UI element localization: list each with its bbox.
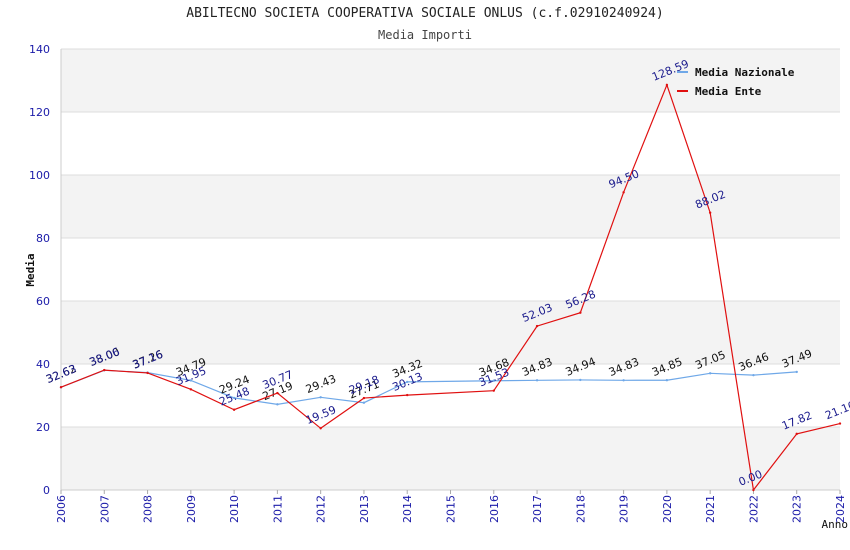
data-point [406,393,409,397]
x-tick-label: 2024 [834,495,847,523]
x-tick-label: 2017 [531,495,544,523]
x-tick-label: 2019 [618,495,631,523]
data-point [406,380,409,384]
data-point [492,379,495,382]
x-tick-label: 2011 [271,495,284,523]
data-point [319,427,322,430]
y-axis-title: Media [24,253,37,286]
data-point [708,372,712,375]
data-point [103,368,106,372]
grid-band [61,175,840,238]
data-point [276,403,279,406]
x-tick-label: 2008 [142,495,155,523]
data-point [362,396,366,400]
y-tick-label: 0 [43,484,50,497]
data-point [622,379,625,382]
legend-label: Media Ente [695,85,762,98]
x-tick-label: 2014 [401,495,414,523]
data-point [579,378,582,382]
data-point [59,386,63,389]
x-tick-label: 2015 [445,495,458,523]
data-point [492,389,495,392]
data-label: 21.10 [823,398,850,422]
data-point [362,401,366,404]
x-tick-label: 2023 [791,495,804,523]
data-point [319,396,322,399]
grid-band [61,427,840,490]
y-tick-label: 120 [29,106,50,119]
x-tick-label: 2020 [661,495,674,523]
data-label: 29.43 [304,372,338,396]
legend-label: Media Nazionale [695,66,795,79]
data-point [622,191,625,194]
data-point [752,488,755,492]
data-point [795,432,798,436]
data-point [579,311,582,314]
data-point [708,211,712,214]
x-tick-label: 2016 [488,495,501,523]
series-line-media-nazionale [60,369,797,405]
y-tick-label: 40 [36,358,50,371]
legend: Media Nazionale Media Ente [677,66,795,98]
y-tick-label: 140 [29,43,50,56]
x-tick-label: 2010 [228,495,241,523]
x-tick-label: 2012 [315,495,328,523]
y-tick-label: 100 [29,169,50,182]
data-point [189,379,193,382]
chart-subtitle: Media Importi [378,28,472,42]
series-line-media-ente [60,83,841,492]
grid-band [61,301,840,364]
data-point [232,396,236,400]
data-point [189,388,193,391]
data-point [665,83,669,87]
data-point [795,370,798,374]
x-tick-label: 2021 [704,495,717,523]
data-point [752,373,755,377]
x-axis-title: Anno [822,518,849,531]
x-tick-label: 2009 [185,495,198,523]
data-point [232,408,236,411]
data-point [838,422,842,425]
data-point [535,379,539,382]
data-point [146,371,149,375]
data-label: 19.59 [304,403,338,427]
data-point [665,379,669,382]
x-tick-label: 2007 [98,495,111,523]
y-tick-label: 80 [36,232,50,245]
data-point [276,391,279,395]
data-point [535,324,539,328]
chart-title: ABILTECNO SOCIETA COOPERATIVA SOCIALE ON… [186,6,664,21]
x-tick-label: 2018 [574,495,587,523]
y-tick-label: 60 [36,295,50,308]
y-tick-label: 20 [36,421,50,434]
x-tick-label: 2022 [747,495,760,523]
grid-band [61,49,840,112]
x-tick-label: 2006 [55,495,68,523]
x-tick-label: 2013 [358,495,371,523]
